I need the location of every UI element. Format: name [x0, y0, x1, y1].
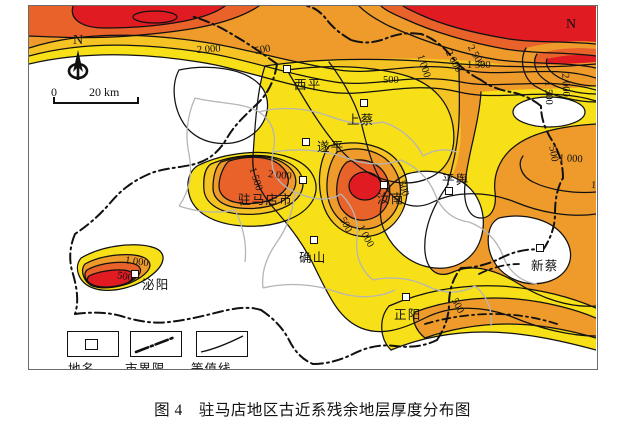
place-label: 汝南 — [377, 192, 405, 206]
legend-symbol-contour — [196, 331, 248, 357]
contour-value-label: 2 000 — [196, 43, 221, 56]
north-arrow-label-right: N — [566, 17, 577, 32]
contour-value-label: 1 000 — [558, 153, 583, 166]
place-marker[interactable] — [131, 270, 139, 278]
legend-label-contour: 等值线 — [191, 362, 232, 370]
contour-value-label: 500 — [383, 75, 399, 86]
place-marker[interactable] — [360, 99, 368, 107]
contour-value-label: 500 — [546, 145, 560, 163]
place-label: 遂平 — [317, 140, 345, 154]
contour-value-label: 1 500 — [542, 81, 555, 106]
contour-value-label: 1 500 — [467, 60, 491, 71]
contour-value-label: 2 000 — [559, 73, 572, 98]
place-marker[interactable] — [380, 181, 388, 189]
contour-line-icon — [200, 335, 244, 353]
place-marker[interactable] — [283, 65, 291, 73]
figure-number: 图 4 — [154, 402, 183, 419]
place-marker[interactable] — [310, 236, 318, 244]
legend-label-boundary: 市界限 — [125, 362, 166, 370]
place-marker[interactable] — [445, 187, 453, 195]
place-label: 泌阳 — [142, 278, 170, 292]
contour-value-label: 1 500 — [590, 180, 597, 192]
place-marker[interactable] — [302, 138, 310, 146]
figure-title: 驻马店地区古近系残余地层厚度分布图 — [198, 402, 471, 419]
scale-end-label: 20 km — [89, 85, 120, 99]
thickness-contour-map — [29, 6, 596, 365]
place-label: 正阳 — [394, 308, 422, 322]
legend-symbol-place — [67, 331, 119, 357]
place-label: 平舆 — [442, 173, 470, 187]
place-marker[interactable] — [402, 293, 410, 301]
scale-start-label: 0 — [51, 85, 57, 99]
place-marker[interactable] — [536, 244, 544, 252]
legend-label-place: 地名 — [68, 362, 96, 370]
place-label: 新蔡 — [531, 259, 559, 273]
map-legend: 地名 市界限 等值线 — [67, 331, 252, 370]
place-label: 驻马店市 — [238, 193, 293, 207]
place-label: 上蔡 — [347, 113, 375, 127]
north-arrow-label: N — [73, 33, 84, 48]
city-boundary-icon — [134, 335, 177, 354]
legend-symbol-boundary — [130, 331, 182, 357]
place-marker[interactable] — [299, 176, 307, 184]
scale-tick-end — [137, 97, 139, 104]
place-label: 西平 — [294, 78, 322, 92]
contour-lines — [29, 6, 596, 351]
scale-tick-start — [53, 97, 55, 104]
figure-caption: 图 4 驻马店地区古近系残余地层厚度分布图 — [0, 398, 625, 420]
map-frame: N 0 20 km N 2 000 500 500 1 000 2 000 2 500 1 … — [28, 5, 598, 370]
city-boundary — [69, 6, 564, 365]
north-arrow-icon — [67, 50, 89, 80]
scale-bar: 0 20 km — [51, 85, 143, 110]
county-boundaries — [178, 97, 538, 327]
city-boundary-detail — [424, 263, 558, 325]
scale-bar-line — [53, 102, 139, 104]
place-marker-icon — [85, 339, 98, 350]
place-label: 确山 — [299, 251, 327, 265]
